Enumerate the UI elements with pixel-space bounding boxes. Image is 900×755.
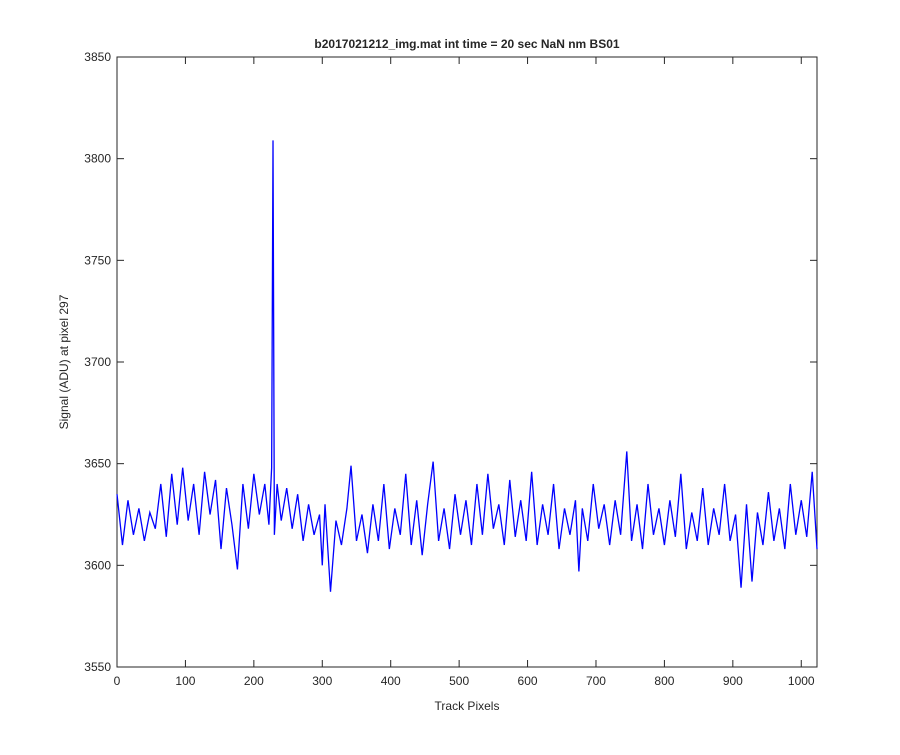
y-tick-label: 3650 bbox=[84, 457, 111, 471]
y-tick-label: 3800 bbox=[84, 152, 111, 166]
x-tick-label: 0 bbox=[114, 674, 121, 688]
x-tick-label: 500 bbox=[449, 674, 469, 688]
x-tick-label: 600 bbox=[518, 674, 538, 688]
chart-title: b2017021212_img.mat int time = 20 sec Na… bbox=[314, 37, 619, 51]
y-axis-label: Signal (ADU) at pixel 297 bbox=[57, 294, 71, 429]
data-line bbox=[116, 140, 818, 592]
y-tick-label: 3850 bbox=[84, 50, 111, 64]
x-tick-label: 1000 bbox=[788, 674, 815, 688]
y-tick-label: 3700 bbox=[84, 355, 111, 369]
x-tick-label: 700 bbox=[586, 674, 606, 688]
x-tick-label: 300 bbox=[312, 674, 332, 688]
x-tick-label: 100 bbox=[175, 674, 195, 688]
y-tick-label: 3600 bbox=[84, 558, 111, 572]
x-tick-label: 800 bbox=[654, 674, 674, 688]
x-axis-label: Track Pixels bbox=[435, 699, 500, 713]
x-tick-label: 900 bbox=[723, 674, 743, 688]
x-tick-label: 200 bbox=[244, 674, 264, 688]
x-tick-label: 400 bbox=[381, 674, 401, 688]
y-tick-label: 3550 bbox=[84, 660, 111, 674]
y-tick-label: 3750 bbox=[84, 253, 111, 267]
